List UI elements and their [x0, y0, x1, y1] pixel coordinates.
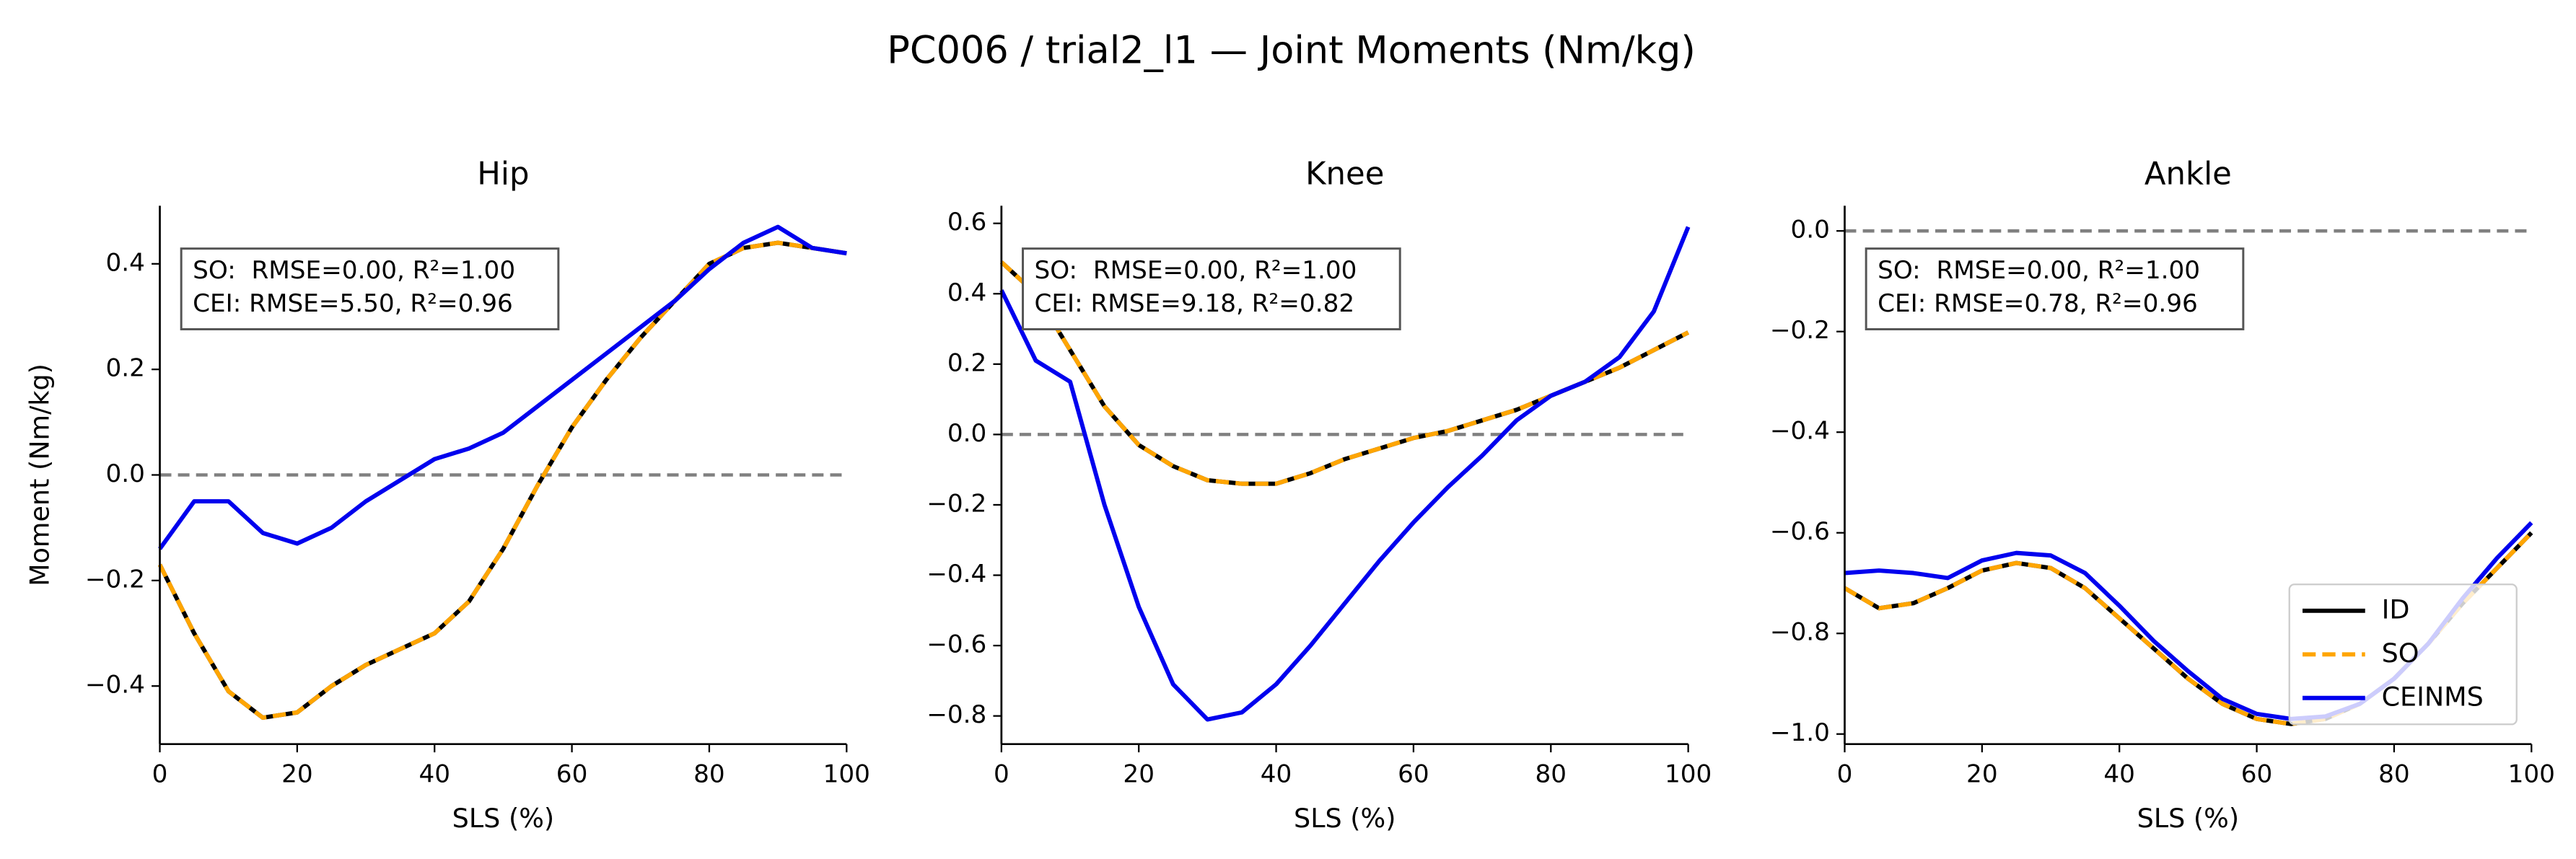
y-tick-label: −0.2	[85, 565, 145, 594]
x-tick-label: 0	[152, 760, 168, 789]
y-tick-label: 0.2	[106, 354, 145, 383]
annotation-box: SO: RMSE=0.00, R²=1.00 CEI: RMSE=9.18, R²…	[1022, 247, 1401, 330]
annotation-text: CEI: RMSE=0.78, R²=0.96	[1878, 289, 2198, 318]
y-tick-label: −0.6	[1770, 517, 1830, 546]
y-tick-label: −0.4	[926, 560, 986, 589]
legend-label: SO	[2382, 638, 2419, 669]
y-tick-label: −0.2	[1770, 316, 1830, 345]
legend-frame	[2288, 583, 2518, 726]
x-tick-label: 0	[1837, 760, 1853, 789]
x-tick-label: 60	[1398, 760, 1429, 789]
figure-title: PC006 / trial2_l1 — Joint Moments (Nm/kg…	[887, 29, 1696, 73]
x-tick-label: 20	[1123, 760, 1155, 789]
legend-label: CEINMS	[2382, 681, 2484, 712]
annotation-frame	[1865, 247, 2245, 330]
x-tick-label: 20	[281, 760, 313, 789]
annotation-text: CEI: RMSE=9.18, R²=0.82	[1034, 289, 1354, 318]
y-tick-label: 0.2	[947, 348, 986, 377]
y-tick-label: −0.4	[1770, 417, 1830, 446]
x-tick-label: 60	[556, 760, 588, 789]
annotation-text: CEI: RMSE=5.50, R²=0.96	[193, 289, 513, 318]
y-axis-label: Moment (Nm/kg)	[25, 364, 56, 586]
annotation-box: SO: RMSE=0.00, R²=1.00 CEI: RMSE=0.78, R²…	[1865, 247, 2245, 330]
x-tick-label: 100	[1665, 760, 1712, 789]
x-axis-label: SLS (%)	[1294, 803, 1396, 834]
x-tick-label: 0	[994, 760, 1009, 789]
y-tick-label: −1.0	[1770, 718, 1830, 747]
x-tick-label: 20	[1966, 760, 1998, 789]
annotation-text: SO: RMSE=0.00, R²=1.00	[1034, 256, 1357, 285]
series-line	[999, 226, 1691, 722]
axes-title: Hip	[477, 157, 529, 193]
x-tick-label: 100	[2508, 760, 2555, 789]
y-tick-label: −0.4	[85, 671, 145, 700]
x-tick-label: 40	[1261, 760, 1292, 789]
y-tick-label: 0.0	[947, 419, 986, 448]
y-tick-label: 0.4	[947, 278, 986, 307]
y-tick-label: 0.4	[106, 248, 145, 277]
y-tick-label: −0.8	[926, 700, 986, 729]
x-tick-label: 80	[2378, 760, 2410, 789]
annotation-frame	[180, 247, 560, 330]
x-tick-label: 80	[693, 760, 725, 789]
x-axis-label: SLS (%)	[452, 803, 554, 834]
y-tick-label: −0.2	[926, 489, 986, 518]
y-tick-label: 0.6	[947, 208, 986, 237]
annotation-frame	[1022, 247, 1401, 330]
legend-label: ID	[2382, 594, 2410, 625]
x-tick-label: 40	[419, 760, 450, 789]
legend: ID SO CEINMS	[2288, 583, 2518, 726]
axes-title: Knee	[1305, 157, 1384, 193]
y-tick-label: 0.0	[1791, 216, 1830, 245]
x-axis-label: SLS (%)	[2137, 803, 2239, 834]
y-tick-label: 0.0	[106, 459, 145, 488]
x-tick-label: 80	[1535, 760, 1567, 789]
annotation-text: SO: RMSE=0.00, R²=1.00	[193, 256, 515, 285]
series-line	[158, 224, 847, 550]
x-tick-label: 60	[2241, 760, 2273, 789]
annotation-box: SO: RMSE=0.00, R²=1.00 CEI: RMSE=5.50, R²…	[180, 247, 560, 330]
axes-title: Ankle	[2145, 157, 2232, 193]
annotation-text: SO: RMSE=0.00, R²=1.00	[1878, 256, 2200, 285]
x-tick-label: 40	[2103, 760, 2135, 789]
y-tick-label: −0.6	[926, 630, 986, 659]
y-tick-label: −0.8	[1770, 618, 1830, 647]
x-tick-label: 100	[823, 760, 870, 789]
